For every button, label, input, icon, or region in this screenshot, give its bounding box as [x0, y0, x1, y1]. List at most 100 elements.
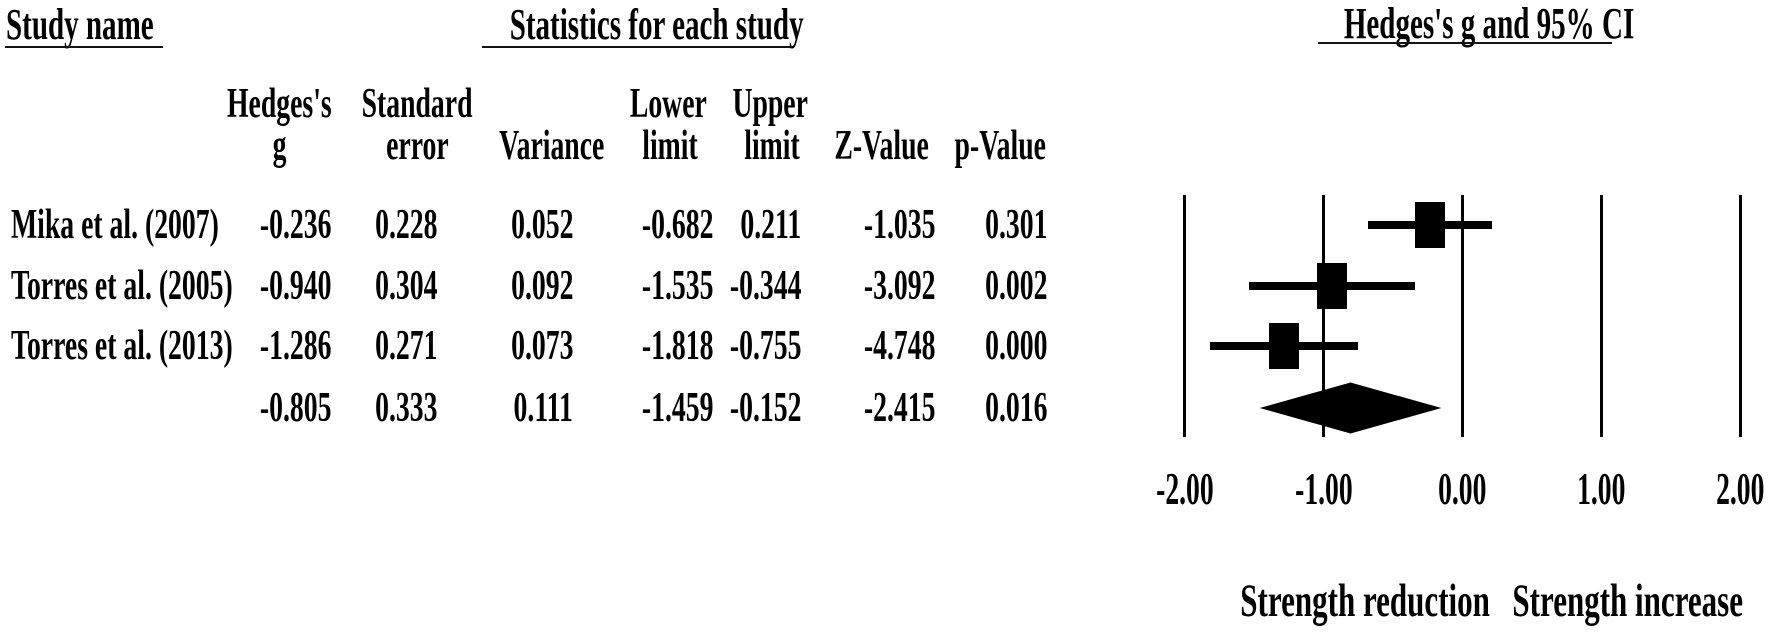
value-cell: 0.304 — [277, 265, 437, 307]
value-cell: 0.000 — [887, 325, 1047, 367]
value-text: -0.236 — [259, 202, 331, 248]
value-text: 0.211 — [740, 202, 801, 248]
value-text: -1.459 — [641, 385, 713, 431]
value-cell: 0.271 — [277, 325, 437, 367]
value-cell: -1.286 — [171, 325, 331, 367]
col-header-p-value: p-Value — [954, 123, 1046, 169]
value-cell: -0.940 — [171, 265, 331, 307]
value-text: 0.000 — [984, 323, 1047, 369]
value-text: 0.228 — [374, 202, 437, 248]
axis-tick-label: 0.00 — [1383, 466, 1543, 512]
value-cell: 0.092 — [413, 265, 573, 307]
study-name-column-title: Study name — [6, 3, 230, 47]
value-cell: -0.682 — [553, 204, 713, 246]
plot-section-title-text: Hedges's g and 95% CI — [1343, 0, 1635, 48]
col-header-lower-limit-line1: Lower — [629, 81, 707, 127]
value-text: 0.111 — [513, 385, 573, 431]
summary-value-cell: 0.111 — [413, 387, 573, 429]
study-name-text: Torres et al. (2005) — [11, 263, 233, 309]
value-cell: 0.073 — [413, 325, 573, 367]
axis-tick-label: -1.00 — [1244, 466, 1404, 512]
value-text: -1.035 — [863, 202, 935, 248]
gridline — [1183, 195, 1186, 437]
value-text: 0.092 — [510, 263, 573, 309]
effect-square — [1316, 263, 1347, 309]
study-name-cell: Torres et al. (2005) — [11, 265, 347, 307]
axis-tick-label: 1.00 — [1522, 466, 1682, 512]
summary-value-cell: -1.459 — [553, 387, 713, 429]
value-cell: 0.052 — [413, 204, 573, 246]
plot-section-title-underline — [1318, 42, 1612, 44]
axis-tick-label: -2.00 — [1105, 466, 1265, 512]
value-text: 0.002 — [984, 263, 1047, 309]
stats-section-title-underline — [482, 46, 792, 48]
effect-square — [1268, 323, 1299, 369]
axis-annotation-right: Strength increase — [1512, 575, 1744, 627]
value-text: 0.301 — [984, 202, 1047, 248]
value-cell: -0.236 — [171, 204, 331, 246]
value-text: -0.805 — [259, 385, 331, 431]
value-text: -0.152 — [729, 385, 801, 431]
value-text: 0.271 — [374, 323, 437, 369]
gridline — [1600, 195, 1603, 437]
gridline — [1322, 195, 1325, 437]
axis-tick-label-text: 0.00 — [1438, 463, 1487, 514]
study-name-text: Torres et al. (2013) — [11, 323, 233, 369]
gridline — [1461, 195, 1464, 437]
col-header-standard-error-line1: Standard — [361, 81, 473, 127]
axis-tick-label-text: -1.00 — [1294, 463, 1353, 514]
value-text: 0.333 — [374, 385, 437, 431]
value-text: 0.073 — [510, 323, 573, 369]
study-name-title-underline — [5, 46, 163, 48]
value-text: 0.016 — [984, 385, 1047, 431]
value-text: -1.535 — [641, 263, 713, 309]
col-header-hedges-g-line1: Hedges's — [226, 81, 332, 127]
value-text: -1.286 — [259, 323, 331, 369]
summary-value-cell: -0.805 — [171, 387, 331, 429]
value-text: -4.748 — [863, 323, 935, 369]
col-header-hedges-g-line2: g — [272, 123, 286, 169]
value-cell: -0.344 — [641, 265, 801, 307]
col-header-lower-limit-line2: limit — [642, 123, 698, 169]
study-name-cell: Torres et al. (2013) — [11, 325, 347, 367]
value-cell: -1.035 — [775, 204, 935, 246]
value-cell: -4.748 — [775, 325, 935, 367]
summary-value-cell: 0.333 — [277, 387, 437, 429]
value-text: 0.304 — [374, 263, 437, 309]
axis-tick-label: 2.00 — [1661, 466, 1772, 512]
axis-tick-label-text: 1.00 — [1577, 463, 1626, 514]
col-header-standard-error-line2: error — [385, 123, 449, 169]
col-header-upper-limit-line2: limit — [744, 123, 800, 169]
study-name-column-title-text: Study name — [6, 0, 154, 49]
col-header-upper-limit-line1: Upper — [732, 81, 808, 127]
effect-square — [1414, 202, 1445, 248]
axis-annotation-left: Strength reduction — [1240, 575, 1490, 627]
summary-diamond — [1259, 382, 1442, 434]
value-cell: -1.535 — [553, 265, 713, 307]
value-text: 0.052 — [510, 202, 573, 248]
summary-value-cell: -2.415 — [775, 387, 935, 429]
value-text: -0.940 — [259, 263, 331, 309]
value-cell: 0.228 — [277, 204, 437, 246]
axis-tick-label-text: 2.00 — [1716, 463, 1765, 514]
value-text: -0.344 — [729, 263, 801, 309]
summary-value-cell: 0.016 — [887, 387, 1047, 429]
summary-value-cell: -0.152 — [641, 387, 801, 429]
study-name-text: Mika et al. (2007) — [11, 202, 219, 248]
gridline — [1739, 195, 1742, 437]
value-cell: 0.211 — [641, 204, 801, 246]
stats-section-title: Statistics for each study — [434, 3, 834, 47]
stats-section-title-text: Statistics for each study — [509, 0, 804, 49]
value-text: -1.818 — [641, 323, 713, 369]
plot-section-title: Hedges's g and 95% CI — [1269, 2, 1669, 46]
col-header-z-value: Z-Value — [834, 123, 930, 169]
col-header-variance: Variance — [499, 123, 605, 169]
value-text: -3.092 — [863, 263, 935, 309]
value-cell: 0.002 — [887, 265, 1047, 307]
value-text: -2.415 — [863, 385, 935, 431]
value-cell: 0.301 — [887, 204, 1047, 246]
study-name-cell: Mika et al. (2007) — [11, 204, 326, 246]
value-text: -0.682 — [641, 202, 713, 248]
